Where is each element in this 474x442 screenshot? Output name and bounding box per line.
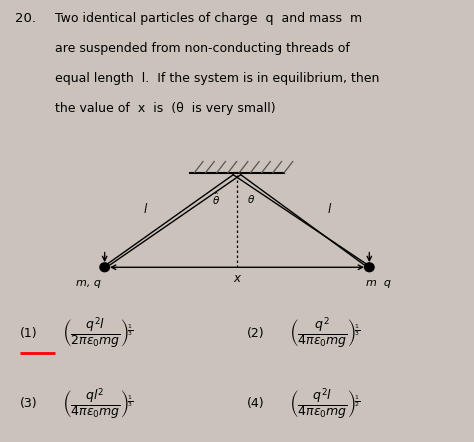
Text: $\theta$: $\theta$: [247, 193, 255, 205]
Text: $\left(\dfrac{q^2}{4\pi\varepsilon_0 mg}\right)^{\!\frac{1}{3}}$: $\left(\dfrac{q^2}{4\pi\varepsilon_0 mg}…: [289, 316, 360, 351]
Text: the value of  x  is  (θ  is very small): the value of x is (θ is very small): [55, 102, 276, 114]
Text: m  q: m q: [366, 278, 391, 288]
Text: are suspended from non-conducting threads of: are suspended from non-conducting thread…: [55, 42, 350, 55]
Text: $\left(\dfrac{ql^2}{4\pi\varepsilon_0 mg}\right)^{\!\frac{1}{3}}$: $\left(\dfrac{ql^2}{4\pi\varepsilon_0 mg…: [62, 386, 134, 422]
Text: $\left(\dfrac{q^2 l}{4\pi\varepsilon_0 mg}\right)^{\!\frac{1}{2}}$: $\left(\dfrac{q^2 l}{4\pi\varepsilon_0 m…: [289, 386, 360, 422]
Text: $\left(\dfrac{q^2 l}{2\pi\varepsilon_0 mg}\right)^{\!\frac{1}{3}}$: $\left(\dfrac{q^2 l}{2\pi\varepsilon_0 m…: [62, 316, 134, 351]
Circle shape: [100, 263, 109, 272]
Text: 20.: 20.: [15, 11, 36, 25]
Text: x: x: [234, 272, 240, 285]
Text: $\hat{\theta}$: $\hat{\theta}$: [212, 191, 220, 207]
Text: (4): (4): [246, 397, 264, 410]
Text: Two identical particles of charge  q  and mass  m: Two identical particles of charge q and …: [55, 11, 362, 25]
Text: (3): (3): [19, 397, 37, 410]
Text: l: l: [328, 203, 331, 217]
Circle shape: [365, 263, 374, 272]
Text: l: l: [143, 203, 146, 217]
Text: equal length  l.  If the system is in equilibrium, then: equal length l. If the system is in equi…: [55, 72, 379, 84]
Text: m, q: m, q: [76, 278, 100, 288]
Text: (1): (1): [19, 327, 37, 340]
Text: (2): (2): [246, 327, 264, 340]
